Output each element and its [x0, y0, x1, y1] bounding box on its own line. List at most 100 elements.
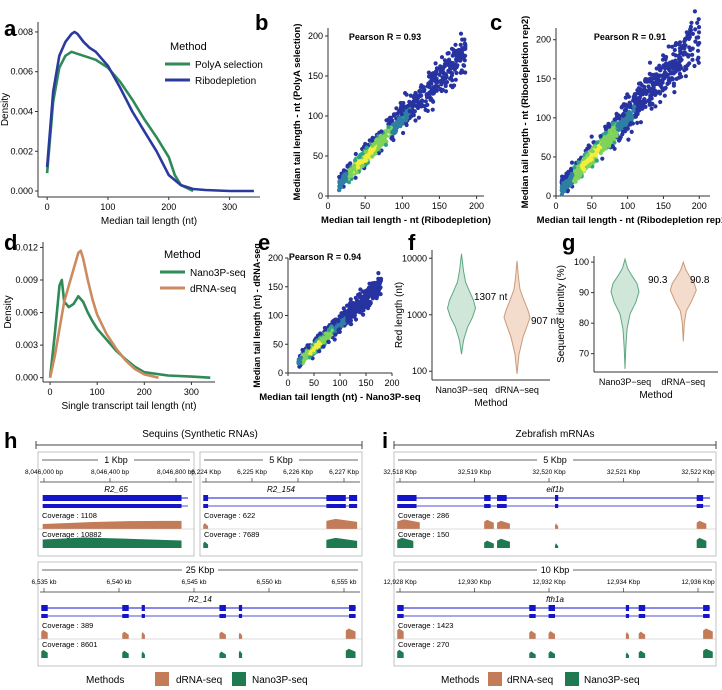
scatter-point — [303, 355, 308, 360]
track-h-1-coord-3: 6,227 Kbp — [329, 469, 359, 476]
track-h-2-coord-4: 6,555 kb — [332, 579, 357, 586]
scatter-point — [326, 327, 331, 333]
xtick-label-a-1: 100 — [100, 202, 115, 212]
track-i-0-coord-2: 32,520 Kbp — [532, 469, 566, 476]
violin-g-label-1: 90.8 — [690, 275, 710, 286]
scatter-point — [445, 51, 450, 56]
track-i-0-exon-2 — [497, 495, 507, 501]
xtick-label-c-2: 100 — [620, 201, 635, 211]
track-h-1-exon-1 — [326, 495, 346, 501]
xtick-label-c-3: 150 — [656, 201, 671, 211]
track-h-1-cov-green-block-0 — [203, 541, 209, 548]
scatter-point — [673, 43, 678, 48]
track-h-1: 5 Kbp 6,224 Kbp 6,225 Kbp 6,226 Kbp 6,227 Kb… — [191, 451, 363, 557]
ytick-label-b-3: 150 — [308, 71, 323, 81]
scatter-point — [337, 174, 342, 180]
scatter-point — [627, 110, 632, 115]
scatter-point — [332, 337, 337, 342]
track-h-2-cov-green-block-3 — [219, 651, 226, 658]
scatter-point — [696, 42, 701, 47]
scatter-point — [454, 51, 460, 56]
ytick-label-a-1: 0.002 — [10, 146, 33, 156]
scatter-point — [627, 104, 632, 109]
scatter-point — [440, 75, 445, 80]
scatter-point — [631, 108, 636, 113]
scatter-point — [659, 73, 664, 78]
ytick-label-d-3: 0.009 — [15, 275, 38, 285]
scatter-point — [433, 61, 438, 66]
xtick-label-b-3: 150 — [432, 201, 447, 211]
scatter-point — [628, 122, 633, 127]
scatter-point — [623, 122, 628, 128]
scatter-point — [425, 102, 430, 107]
scatter-point — [460, 46, 465, 51]
track-h-2-exon-0 — [41, 605, 48, 611]
scatter-point — [614, 111, 619, 116]
track-i-1-cov-green-block-0 — [397, 649, 404, 658]
scatter-point — [562, 188, 567, 193]
panel-letter-g: g — [562, 230, 575, 255]
scatter-point — [628, 117, 634, 122]
scatter-point — [449, 46, 455, 51]
track-i-1-coord-2: 12,932 Kbp — [532, 579, 566, 586]
xlabel-d: Single transcript tail length (nt) — [61, 401, 196, 412]
scatter-point — [564, 174, 569, 179]
scatter-point — [443, 89, 449, 94]
scatter-points-c — [559, 9, 702, 197]
track-h-2-coord-1: 6,540 kb — [107, 579, 132, 586]
scatter-point — [354, 170, 359, 175]
scatter-point — [393, 112, 398, 117]
scatter-point — [460, 70, 465, 75]
section-i-title: Zebrafish mRNAs — [516, 429, 595, 440]
xlabel-a: Median tail length (nt) — [101, 216, 197, 227]
ytick-label-d-2: 0.006 — [15, 308, 38, 318]
scatter-point — [374, 288, 379, 293]
violin-f-label-1: 907 nt — [531, 316, 559, 327]
track-i-1-exon2-0 — [397, 614, 404, 618]
scatter-point — [678, 51, 683, 56]
xtick-label-c-0: 0 — [553, 201, 558, 211]
scatter-point — [354, 309, 359, 314]
scatter-point — [407, 109, 412, 114]
scatter-point — [367, 151, 372, 157]
scatter-point — [664, 61, 669, 66]
scatter-point — [398, 105, 403, 110]
scatter-point — [672, 47, 677, 53]
scatter-point — [416, 95, 421, 100]
panel-letter-e: e — [258, 230, 270, 255]
track-i-1-exon2-5 — [703, 614, 710, 618]
track-h-1-cov-green-block-1 — [326, 537, 358, 548]
track-h-0-scale-label: 1 Kbp — [104, 455, 128, 465]
xtick-label-f-0: Nano3P−seq — [435, 385, 487, 395]
scatter-point — [683, 43, 688, 48]
track-i-1-coord-1: 12,930 Kbp — [458, 579, 492, 586]
scatter-point — [569, 160, 575, 165]
track-h-2-exon-2 — [141, 605, 145, 611]
track-i-1-cov-green-block-2 — [548, 651, 555, 658]
legend-h-item-0: dRNA-seq — [176, 675, 222, 686]
xtick-label-d-1: 100 — [90, 387, 105, 397]
scatter-point — [423, 107, 428, 112]
scatter-point — [647, 60, 653, 65]
ytick-label-f-0: 100 — [412, 366, 427, 376]
track-h-2-cov-green-block-2 — [141, 651, 145, 658]
scatter-point — [588, 156, 593, 161]
ylabel-c: Median tail length - nt (Ribodepletion r… — [520, 16, 531, 209]
track-h-2-frame — [37, 561, 363, 667]
xtick-label-e-3: 150 — [358, 378, 373, 388]
xtick-label-d-2: 200 — [137, 387, 152, 397]
scatter-point — [682, 68, 687, 73]
track-h-2-exon2-4 — [238, 614, 243, 618]
panel-letter-a: a — [4, 16, 17, 41]
legend-i-item-0: dRNA-seq — [507, 675, 553, 686]
ytick-label-b-1: 50 — [313, 151, 323, 161]
scatter-point — [337, 188, 342, 193]
ytick-label-a-3: 0.006 — [10, 67, 33, 77]
scatter-point — [462, 58, 467, 63]
scatter-point — [442, 80, 447, 85]
track-i-1-exon-1 — [529, 605, 536, 611]
scatter-point — [603, 135, 608, 140]
scatter-point — [670, 70, 675, 75]
track-h-0-cov-green-block-0 — [42, 537, 182, 548]
xtick-label-c-1: 50 — [587, 201, 597, 211]
